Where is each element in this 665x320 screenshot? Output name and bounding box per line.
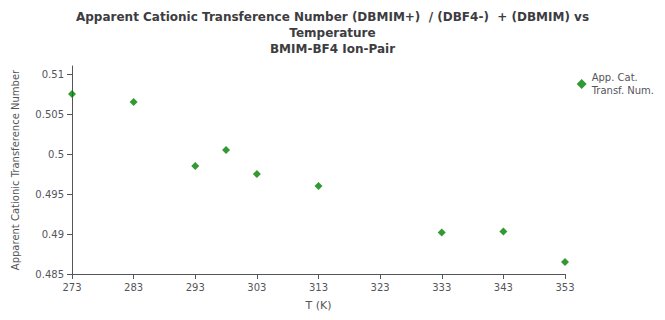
svg-text:T (K): T (K) — [304, 299, 331, 312]
svg-text:App. Cat.: App. Cat. — [592, 72, 638, 83]
svg-text:0.505: 0.505 — [35, 109, 64, 120]
svg-text:293: 293 — [186, 282, 205, 293]
svg-text:0.495: 0.495 — [35, 189, 64, 200]
svg-text:0.485: 0.485 — [35, 269, 64, 280]
svg-text:0.51: 0.51 — [42, 69, 64, 80]
svg-text:353: 353 — [555, 282, 574, 293]
svg-text:273: 273 — [62, 282, 81, 293]
svg-text:333: 333 — [432, 282, 451, 293]
svg-text:343: 343 — [494, 282, 513, 293]
svg-text:0.49: 0.49 — [42, 229, 64, 240]
svg-text:Apparent Cationic Transference: Apparent Cationic Transference Number (D… — [76, 10, 589, 24]
svg-text:303: 303 — [247, 282, 266, 293]
svg-text:313: 313 — [309, 282, 328, 293]
svg-text:283: 283 — [124, 282, 143, 293]
svg-text:Apparent Cationic Transference: Apparent Cationic Transference Number — [10, 69, 21, 270]
svg-text:0.5: 0.5 — [48, 149, 64, 160]
svg-text:Temperature: Temperature — [289, 26, 375, 40]
svg-text:Transf. Num.: Transf. Num. — [591, 85, 654, 96]
svg-text:323: 323 — [371, 282, 390, 293]
svg-text:BMIM-BF4 Ion-Pair: BMIM-BF4 Ion-Pair — [270, 42, 395, 56]
